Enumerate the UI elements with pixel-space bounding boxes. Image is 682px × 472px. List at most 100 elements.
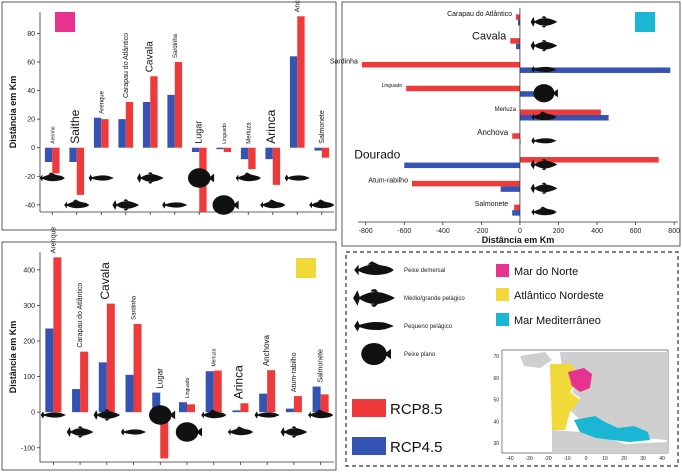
category-label: Merluza (246, 122, 252, 144)
bar-rcp45-saithe (69, 147, 77, 162)
bar-rcp85-carapau-do-atlântico (125, 102, 134, 148)
bar-rcp45-carapau-do-atlântico (72, 389, 81, 413)
region-map: -40 -30 -20 -10 0 10 20 30 40 30 40 50 60 70 (493, 349, 669, 462)
bar-rcp85-anchova (512, 133, 520, 139)
category-label: Atum-rabilho (368, 177, 408, 184)
category-label: Arenque (99, 90, 105, 113)
bar-rcp45-merluza (519, 115, 609, 121)
category-label: Arinca (264, 109, 278, 143)
y-tick-label: 60 (27, 60, 35, 67)
legend-swatch-rcp45 (352, 437, 386, 455)
bar-rcp85-lugar (160, 412, 169, 459)
bar-rcp85-carapau-do-atlântico (80, 351, 89, 413)
x-axis-label: Distância em Km (482, 235, 555, 245)
y-tick-label: -20 (25, 174, 35, 181)
bar-rcp85-salmonete (514, 204, 520, 211)
bar-rcp45-anchova (289, 56, 298, 148)
x-tick-label: 600 (630, 228, 642, 235)
y-tick-label: 100 (23, 374, 35, 381)
map-y-tick-label: 60 (493, 376, 499, 382)
bar-rcp85-cavala (510, 38, 520, 44)
map-x-tick-label: -10 (563, 456, 570, 462)
bar-rcp45-salmonete (512, 210, 520, 216)
category-label: Linguado (222, 123, 228, 144)
category-label: Anchova (262, 334, 271, 366)
bar-rcp45-atum-rabilho (285, 408, 294, 413)
map-region-north-sea (568, 368, 592, 392)
y-axis-label: Distância em Km (8, 76, 18, 149)
bar-rcp85-salmonete (321, 147, 330, 158)
map-x-tick-label: 30 (640, 456, 646, 462)
map-region-mediterranean (574, 416, 650, 442)
bar-rcp45-arenque (45, 328, 54, 413)
bar-rcp85-atum-rabilho (411, 180, 520, 187)
legend-fish-label: Peixe demersal (404, 268, 445, 274)
category-label: Merluza (212, 349, 218, 367)
category-label: Saithe (68, 109, 82, 143)
bar-rcp85-areinho (52, 147, 60, 174)
category-label: Carapau do Atlântico (123, 33, 130, 98)
category-label: Atum-rabilho (291, 352, 298, 392)
bar-rcp85-linguado (406, 85, 520, 92)
bar-rcp45-atum-rabilho (500, 186, 520, 192)
y-tick-label: 40 (27, 88, 35, 95)
bar-rcp45-salmonete (312, 386, 321, 413)
bar-rcp45-cavala (98, 362, 107, 413)
y-tick-label: 0 (31, 410, 35, 417)
legend-scenario-label: RCP4.5 (390, 439, 443, 456)
bar-rcp85-arenque (53, 257, 62, 413)
map-x-tick-label: 40 (659, 456, 665, 462)
y-tick-label: -40 (25, 202, 35, 209)
bar-rcp85-merluza (213, 370, 222, 413)
legend-fish-label: Peixe plano (404, 352, 436, 358)
atlantic-color-square (296, 258, 316, 278)
bar-rcp45-areinho (44, 147, 53, 162)
bar-rcp45-cavala (516, 43, 520, 50)
category-label: Salmonete (318, 349, 325, 383)
category-label: Sardinha (173, 33, 179, 58)
category-label: Areinho (50, 126, 56, 143)
bar-rcp45-arinca (232, 410, 241, 413)
bar-rcp45-sardinha (167, 94, 175, 148)
category-label: Carapau do Atlântico (447, 11, 512, 18)
bar-rcp85-dourado (519, 157, 659, 163)
bar-rcp85-arenque (101, 119, 109, 148)
legend-region-swatch (496, 288, 509, 301)
bar-rcp85-sardinha (174, 62, 183, 148)
map-axis: -40 -30 -20 -10 0 10 20 30 40 30 40 50 60 70 (493, 354, 665, 462)
bar-rcp45-lugar (152, 392, 161, 413)
legend-fish-label: Pequeno pelágico (404, 324, 453, 330)
category-label: Lugar (155, 368, 164, 389)
north-sea-color-square (55, 12, 75, 32)
bar-rcp45-merluza (205, 371, 214, 413)
bar-rcp85-linguado (223, 147, 232, 152)
bar-rcp85-arinca (272, 147, 281, 185)
x-tick-label: -200 (474, 228, 488, 235)
category-label: Arenque (50, 227, 57, 254)
y-tick-label: 200 (23, 338, 35, 345)
map-land-greenland-iceland (520, 352, 552, 368)
category-label: Linguado (382, 83, 403, 89)
category-label: Salmonete (319, 110, 326, 144)
y-tick-label: -100 (21, 445, 35, 452)
bar-rcp85-anchova (267, 370, 276, 413)
north-sea-chart: -40 -20 0 20 40 60 80 Distância em Km Areinho Sai… (8, 0, 335, 215)
category-label: Cavala (472, 31, 507, 43)
bar-rcp85-linguado (187, 404, 196, 413)
x-tick-label: -400 (436, 228, 450, 235)
mediterranean-color-square (635, 12, 655, 32)
map-y-tick-label: 50 (493, 398, 499, 404)
bar-rcp85-merluza (248, 147, 256, 170)
category-label: Arinca (231, 365, 245, 399)
legend-region-label: Atlântico Nordeste (514, 290, 604, 302)
bar-rcp45-merluza (240, 147, 249, 160)
y-tick-label: 80 (27, 31, 35, 38)
x-tick-label: -600 (397, 228, 411, 235)
category-label: Lugar (193, 121, 203, 144)
scenario-legend: RCP8.5 RCP4.5 (352, 399, 443, 456)
bar-rcp45-arinca (265, 147, 273, 160)
category-label: Linguado (185, 377, 191, 398)
bar-rcp45-cavala (142, 102, 151, 148)
bar-rcp45-linguado (519, 91, 542, 97)
